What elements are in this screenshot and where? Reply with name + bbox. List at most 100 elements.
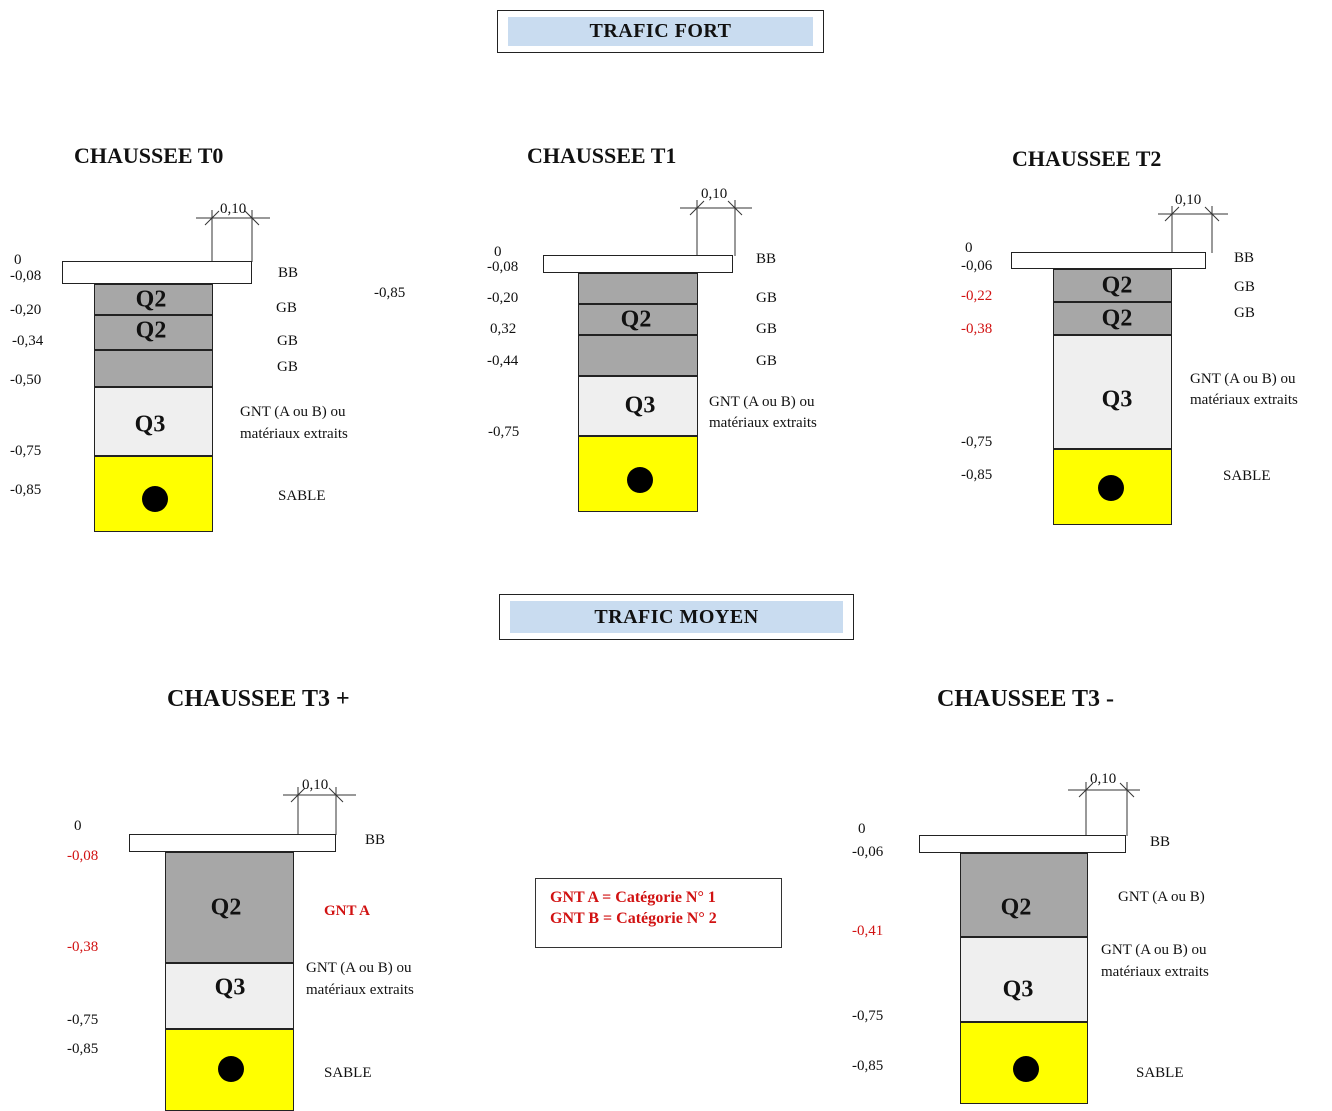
depth-t1-3: 0,32 (490, 321, 517, 337)
width-label-t3plus: 0,10 (302, 777, 329, 793)
depth-t0-5: -0,75 (10, 443, 42, 459)
layer-gb2-t2 (1053, 302, 1172, 335)
material-t3minus-2: GNT (A ou B) ou (1101, 942, 1207, 958)
depth-t0-4: -0,50 (10, 372, 42, 388)
sand-dot-t2 (1098, 475, 1124, 501)
layer-gb1-t1 (578, 273, 698, 304)
section-title-t2: CHAUSSEE T2 (1012, 146, 1162, 171)
layer-gb3-t1 (578, 335, 698, 376)
banner-trafic-moyen: TRAFIC MOYEN (499, 594, 854, 640)
material-t1-4: GNT (A ou B) ou (709, 394, 815, 410)
material-t3minus-1: GNT (A ou B) (1118, 889, 1205, 905)
code-q3-t3plus: Q3 (214, 974, 246, 1001)
depth-t1-2: -0,20 (487, 290, 519, 306)
depth-t3minus-0: 0 (858, 821, 866, 837)
section-title-t0: CHAUSSEE T0 (74, 143, 224, 168)
depth-t3minus-1: -0,06 (852, 844, 884, 860)
legend-box: GNT A = Catégorie N° 1 GNT B = Catégorie… (535, 878, 782, 948)
material-t3plus-0: BB (365, 832, 386, 848)
depth-t1-0: 0 (494, 244, 502, 260)
material-t0-6: SABLE (278, 488, 326, 504)
layer-gb2-t1 (578, 304, 698, 335)
layer-gb2-t0 (94, 315, 213, 350)
layer-gb1-t0 (94, 284, 213, 315)
material-t2-3: GNT (A ou B) ou (1190, 371, 1296, 387)
code-q2-b-t2: Q2 (1101, 305, 1133, 332)
material-t3plus-4: SABLE (324, 1065, 372, 1081)
code-q2-a-t2: Q2 (1101, 272, 1133, 299)
code-q3-t0: Q3 (134, 411, 166, 438)
material-t2-2: GB (1234, 305, 1255, 321)
material-t3plus-2: GNT (A ou B) ou (306, 960, 412, 976)
layer-bb-t1 (543, 255, 733, 273)
code-q2-b-t0: Q2 (135, 317, 167, 344)
material-t0-3: GB (277, 359, 298, 375)
layer-bb-t3plus (129, 834, 336, 852)
depth-t3plus-2: -0,38 (67, 939, 99, 955)
depth-t3plus-0: 0 (74, 818, 82, 834)
material-t1-2: GB (756, 321, 777, 337)
width-label-t3minus: 0,10 (1090, 771, 1117, 787)
layer-gnt-t1 (578, 376, 698, 436)
sand-dot-t3plus (218, 1056, 244, 1082)
layer-gnt-a-t3plus (165, 852, 294, 963)
material-t0-4: GNT (A ou B) ou (240, 404, 346, 420)
section-title-t3plus: CHAUSSEE T3 + (167, 686, 350, 712)
depth-t1-5: -0,75 (488, 424, 520, 440)
layer-gnt-t2 (1053, 335, 1172, 449)
layer-gnt-t3minus (960, 937, 1088, 1022)
material-t0-1: GB (276, 300, 297, 316)
layer-bb-t3minus (919, 835, 1126, 853)
code-q3-t3minus: Q3 (1002, 976, 1034, 1003)
depth-t0-1: -0,08 (10, 268, 42, 284)
code-q3-t2: Q3 (1101, 386, 1133, 413)
depth-t3minus-2: -0,41 (852, 923, 884, 939)
material-t2-1: GB (1234, 279, 1255, 295)
section-title-t3minus: CHAUSSEE T3 - (937, 686, 1114, 712)
code-q2-t3minus: Q2 (1000, 894, 1032, 921)
material-t1-1: GB (756, 290, 777, 306)
banner-trafic-moyen-label: TRAFIC MOYEN (510, 601, 843, 633)
material-t2-4: matériaux extraits (1190, 392, 1298, 408)
material-t3minus-4: SABLE (1136, 1065, 1184, 1081)
layer-gb3-t0 (94, 350, 213, 387)
material-t2-0: BB (1234, 250, 1255, 266)
depth-t0-0: 0 (14, 252, 22, 268)
depth-t0-2: -0,20 (10, 302, 42, 318)
depth-t1-4: -0,44 (487, 353, 519, 369)
sand-dot-t0 (142, 486, 168, 512)
material-t0-5: matériaux extraits (240, 426, 348, 442)
width-label-t0: 0,10 (220, 201, 247, 217)
material-t2-5: SABLE (1223, 468, 1271, 484)
layer-gnt-t3plus (165, 963, 294, 1029)
material-t1-0: BB (756, 251, 777, 267)
material-t1-3: GB (756, 353, 777, 369)
depth-t2-4: -0,75 (961, 434, 993, 450)
material-t3plus-1: GNT A (324, 903, 370, 919)
material-t3minus-3: matériaux extraits (1101, 964, 1209, 980)
code-q2-t3plus: Q2 (210, 894, 242, 921)
section-title-t1: CHAUSSEE T1 (527, 143, 677, 168)
layer-bb-t0 (62, 261, 252, 284)
legend-line-gnt-a: GNT A = Catégorie N° 1 (550, 889, 716, 906)
width-label-t2: 0,10 (1175, 192, 1202, 208)
code-q2-t1: Q2 (620, 306, 652, 333)
material-t0-0: BB (278, 265, 299, 281)
banner-trafic-fort-label: TRAFIC FORT (508, 17, 813, 46)
depth-t3minus-3: -0,75 (852, 1008, 884, 1024)
depth-t0-6: -0,85 (10, 482, 42, 498)
layer-gnt-ab-t3minus (960, 853, 1088, 937)
banner-trafic-fort: TRAFIC FORT (497, 10, 824, 53)
material-t0-2: GB (277, 333, 298, 349)
layer-gnt-t0 (94, 387, 213, 456)
layer-bb-t2 (1011, 252, 1206, 269)
depth-t1-1: -0,08 (487, 259, 519, 275)
depth-t3minus-4: -0,85 (852, 1058, 884, 1074)
width-label-t1: 0,10 (701, 186, 728, 202)
depth-t2-3: -0,38 (961, 321, 993, 337)
stray-depth-t0: -0,85 (374, 285, 406, 301)
